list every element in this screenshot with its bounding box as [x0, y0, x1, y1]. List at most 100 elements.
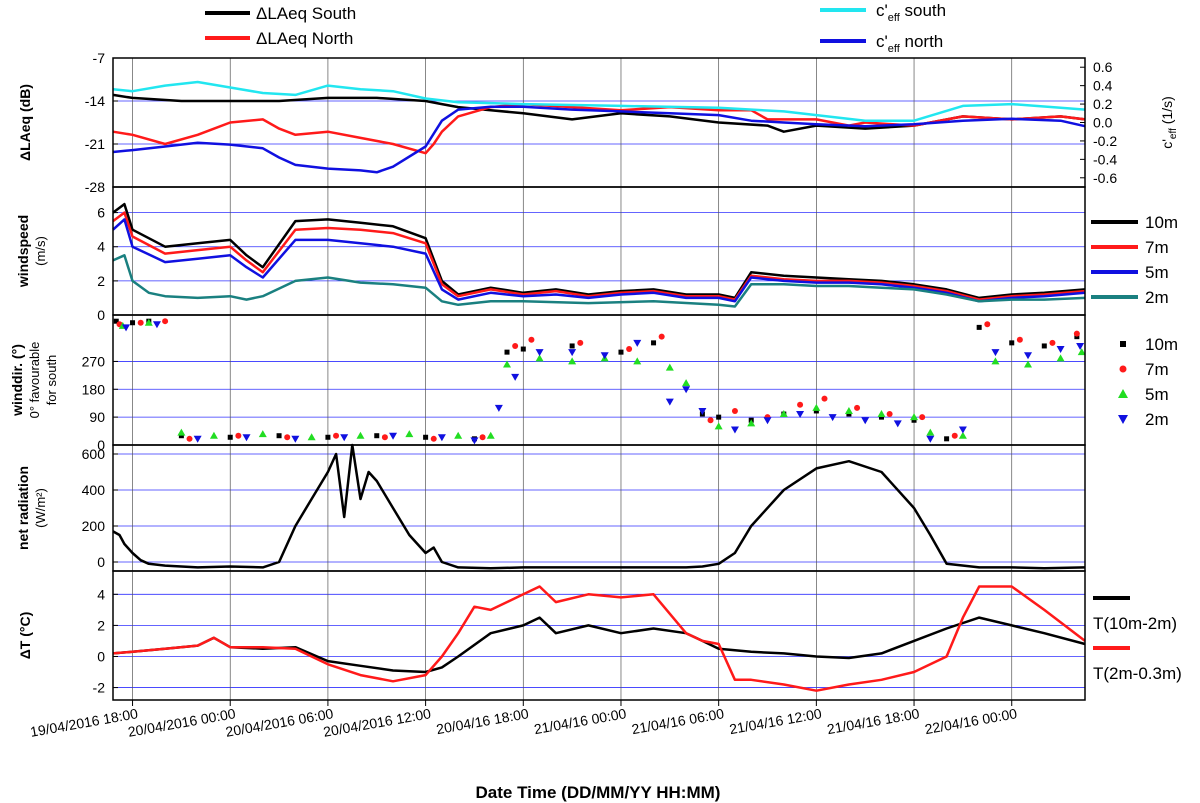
series-line-dlaeq-3 [112, 105, 1086, 174]
scatter-point [796, 411, 805, 419]
scatter-point [707, 417, 714, 424]
legend-label-dlaeq-north: ΔLAeq North [256, 29, 353, 48]
scatter-point [276, 433, 282, 439]
scatter-point [130, 320, 136, 326]
series-line-delta_t-1 [112, 585, 1086, 692]
scatter-point [944, 436, 950, 442]
legend-label-windspeed: 10m [1145, 213, 1178, 232]
scatter-point [520, 346, 526, 352]
scatter-point [437, 434, 446, 442]
y-tick-label: 0 [97, 648, 105, 664]
scatter-point [984, 321, 991, 328]
y-tick-label: 90 [89, 409, 105, 425]
y-tick-label: 2 [97, 273, 105, 289]
scatter-point [731, 407, 738, 414]
series-line-net_radiation-0 [112, 443, 1086, 570]
legend-label-windspeed: 5m [1145, 263, 1169, 282]
legend-label-deltat: T(2m-0.3m) [1093, 664, 1182, 683]
scatter-point [479, 434, 486, 441]
legend-label-winddir: 7m [1145, 360, 1169, 379]
scatter-point [209, 431, 218, 439]
scatter-point [812, 403, 821, 411]
scatter-point [374, 433, 380, 439]
scatter-point [512, 342, 519, 349]
scatter-point [486, 431, 495, 439]
y-tick-label: -14 [85, 93, 105, 109]
scatter-point [1074, 334, 1080, 340]
x-tick-label: 20/04/16 18:00 [435, 705, 530, 737]
legend-label-winddir: 5m [1145, 385, 1169, 404]
scatter-point [144, 318, 153, 326]
scatter-point [307, 433, 316, 441]
y-axis-label: windspeed [15, 215, 31, 288]
scatter-point [258, 430, 267, 438]
scatter-point [178, 433, 184, 439]
scatter-point [356, 431, 365, 439]
scatter-point [1056, 354, 1065, 362]
x-tick-label: 19/04/2016 18:00 [29, 705, 139, 740]
scatter-point [152, 321, 161, 329]
legend-label-ceff-south: c'eff south [876, 1, 946, 24]
scatter-point [991, 349, 1000, 357]
scatter-point [854, 404, 861, 411]
scatter-point [911, 417, 917, 423]
scatter-point [714, 422, 723, 430]
series-line-windspeed-0 [112, 202, 1086, 300]
legend-label-windspeed: 7m [1145, 238, 1169, 257]
scatter-point [633, 339, 642, 347]
scatter-point [828, 414, 837, 422]
y-axis-label: (m/s) [33, 236, 48, 266]
scatter-point [284, 434, 291, 441]
y-tick-label: 270 [82, 353, 106, 369]
scatter-point [1049, 339, 1056, 346]
legend-marker-winddir [1118, 389, 1128, 398]
right-legends: 10m 7m 5m 2m 10m 7m 5m 2m T(10m-2m) T(2m-0.3m) [1091, 213, 1182, 683]
scatter-point [1016, 336, 1023, 343]
y2-tick-label: -0.6 [1093, 170, 1117, 186]
top-legend: ΔLAeq South ΔLAeq North c'eff south c'ef… [205, 1, 946, 55]
scatter-point [730, 426, 739, 434]
scatter-point [177, 428, 186, 436]
panel-windspeed: 0 2 4 6 windspeed (m/s) [15, 186, 1086, 323]
y2-tick-label: -0.4 [1093, 151, 1117, 167]
scatter-point [227, 434, 233, 440]
scatter-point [716, 414, 722, 420]
y-tick-label: -2 [93, 680, 106, 696]
y2-tick-label: 0.2 [1093, 96, 1113, 112]
x-tick-label: 20/04/2016 12:00 [322, 705, 432, 740]
chart-panels: -28 -21 -14 -7 ΔLAeq (dB) -0.6 -0.4 -0.2 0.0 0.2 0… [9, 50, 1179, 701]
series-line-windspeed-2 [112, 218, 1086, 303]
y-tick-label: 200 [82, 518, 106, 534]
y2-tick-label: 0.4 [1093, 78, 1113, 94]
scatter-point [910, 413, 919, 421]
scatter-point [1073, 330, 1080, 337]
legend-marker-winddir [1120, 341, 1126, 347]
scatter-point [325, 434, 331, 440]
scatter-point [951, 432, 958, 439]
legend-label-winddir: 10m [1145, 335, 1178, 354]
scatter-point [846, 411, 852, 417]
scatter-point [813, 408, 819, 414]
scatter-point [291, 435, 300, 443]
y-tick-label: 4 [97, 586, 105, 602]
panel-delta_t: -2 0 2 4 ΔT (°C) [17, 570, 1086, 701]
scatter-point [430, 435, 437, 442]
scatter-point [569, 343, 575, 349]
scatter-point [682, 379, 691, 387]
scatter-point [470, 437, 479, 445]
scatter-point [122, 324, 131, 332]
y-tick-label: 180 [82, 381, 106, 397]
scatter-point [958, 431, 967, 439]
scatter-point [626, 346, 633, 353]
scatter-point [423, 434, 429, 440]
x-tick-label: 20/04/2016 00:00 [127, 705, 237, 740]
scatter-point [137, 319, 144, 326]
scatter-point [535, 354, 544, 362]
scatter-point [528, 336, 535, 343]
legend-marker-winddir [1119, 365, 1127, 373]
y-tick-label: 0 [97, 437, 105, 453]
y-axis-label: ΔLAeq (dB) [17, 84, 33, 161]
scatter-point [797, 401, 804, 408]
y-axis-label: (W/m²) [33, 488, 48, 528]
